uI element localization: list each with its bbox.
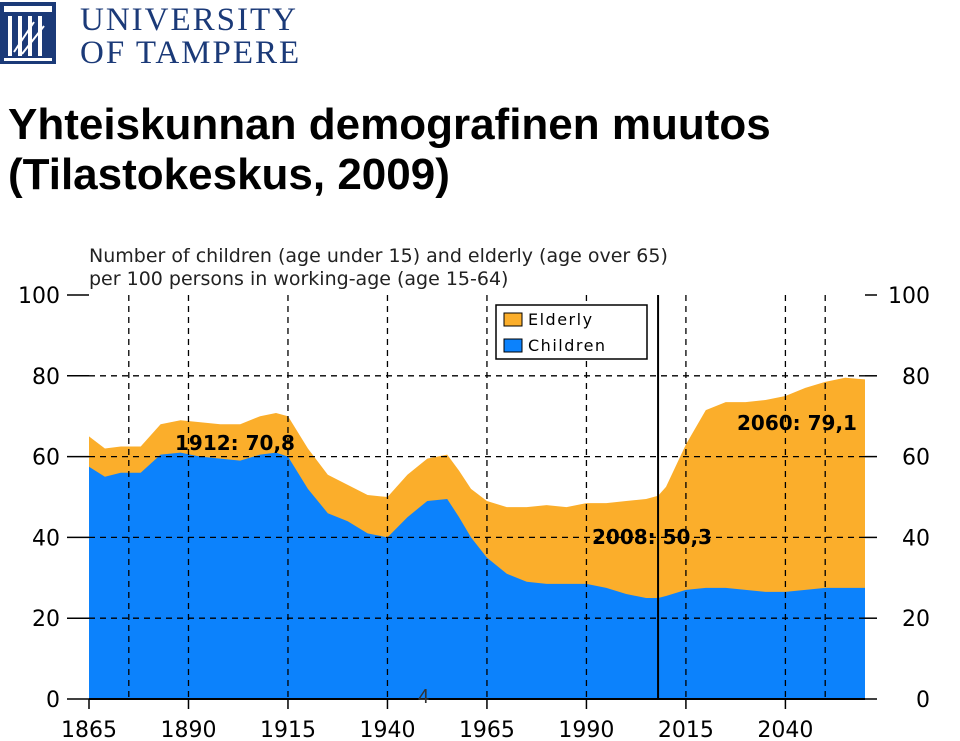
university-logo: UNIVERSITY OF TAMPERE	[0, 0, 330, 72]
y-tick-label-right: 80	[902, 365, 930, 390]
dependency-ratio-chart: Number of children (age under 15) and el…	[18, 245, 930, 741]
page-number: 4	[418, 686, 430, 708]
y-tick-label-right: 100	[888, 284, 930, 309]
university-emblem-icon	[0, 2, 56, 64]
slide-title-line1: Yhteiskunnan demografinen muutos	[8, 100, 771, 149]
y-tick-label-right: 40	[902, 526, 930, 551]
x-tick-label: 1965	[459, 718, 515, 741]
y-tick-label-left: 20	[32, 607, 60, 632]
logo-text-line1: UNIVERSITY	[80, 2, 298, 38]
series-area-children	[89, 452, 865, 699]
legend-swatch-elderly	[503, 312, 523, 327]
y-tick-label-left: 80	[32, 365, 60, 390]
x-tick-label: 1940	[359, 718, 415, 741]
chart-title: Number of children (age under 15) and el…	[89, 245, 668, 267]
y-tick-label-right: 60	[902, 446, 930, 471]
logo-text-line2: OF TAMPERE	[80, 35, 302, 71]
slide-title-line2: (Tilastokeskus, 2009)	[8, 150, 450, 200]
y-tick-label-left: 40	[32, 526, 60, 551]
y-tick-label-right: 0	[916, 688, 930, 713]
x-tick-label: 1915	[260, 718, 316, 741]
data-annotation: 2060: 79,1	[737, 411, 857, 435]
legend-label-children: Children	[528, 336, 607, 355]
x-tick-label: 1990	[558, 718, 614, 741]
data-annotation: 1912: 70,8	[175, 431, 295, 455]
data-annotation: 2008: 50,3	[592, 525, 712, 549]
chart-subtitle: per 100 persons in working-age (age 15-6…	[89, 268, 508, 290]
x-tick-label: 1890	[160, 718, 216, 741]
x-tick-label: 1865	[61, 718, 117, 741]
legend-label-elderly: Elderly	[528, 310, 594, 329]
y-tick-label-left: 60	[32, 446, 60, 471]
slide-title: Yhteiskunnan demografinen muutos (Tilast…	[8, 100, 771, 200]
x-tick-label: 2040	[757, 718, 813, 741]
y-tick-label-left: 100	[18, 284, 60, 309]
legend-swatch-children	[503, 338, 523, 353]
y-tick-label-right: 20	[902, 607, 930, 632]
y-tick-label-left: 0	[46, 688, 60, 713]
x-tick-label: 2015	[658, 718, 714, 741]
